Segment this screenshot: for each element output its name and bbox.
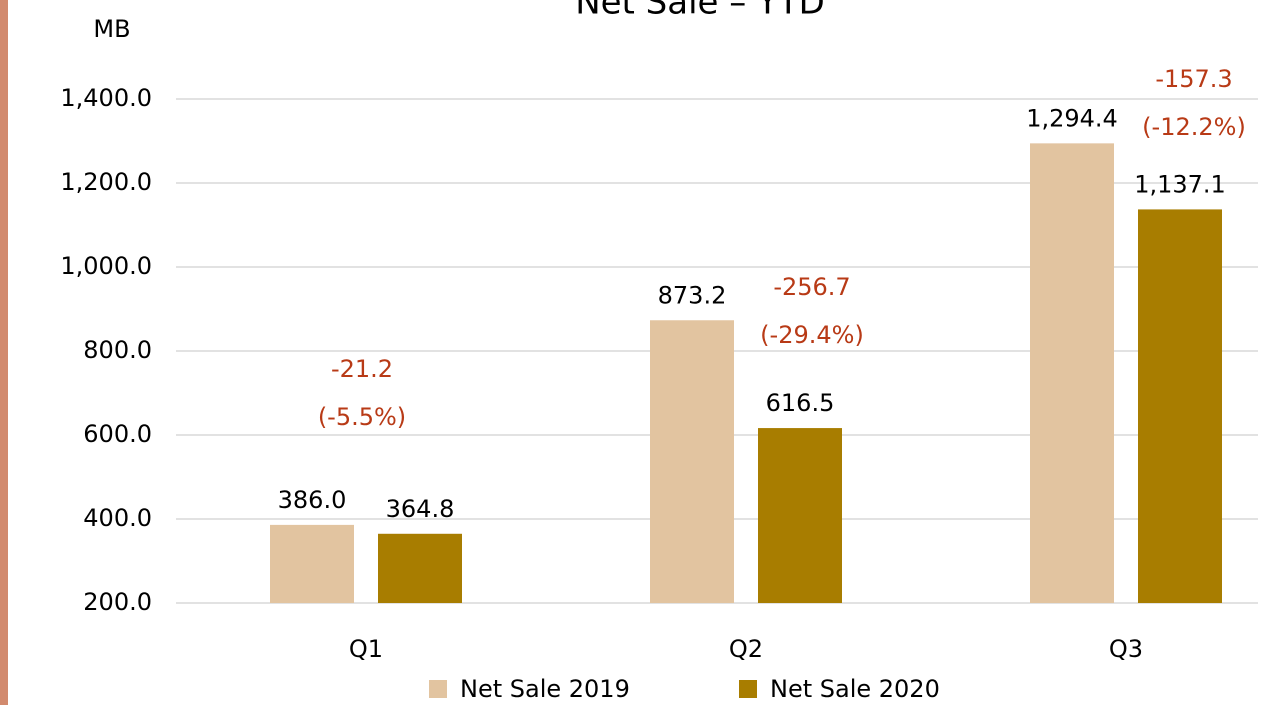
y-tick-label: 400.0 [83,504,152,532]
annotation: -157.3 [1155,65,1232,93]
x-tick-label: Q3 [1109,635,1143,663]
bar [270,524,354,603]
y-tick-label: 600.0 [83,420,152,448]
legend-label: Net Sale 2020 [770,675,940,703]
annotation: (-29.4%) [760,321,864,349]
value-label: 873.2 [658,281,727,309]
value-label: 616.5 [766,389,835,417]
value-label: 364.8 [386,495,455,523]
legend-swatch [429,680,447,698]
annotation: (-12.2%) [1142,113,1246,141]
chart-title: Net Sale – YTD [575,0,825,23]
bar [1138,209,1222,603]
bar [1030,143,1114,604]
legend-swatch [739,680,757,698]
y-tick-label: 800.0 [83,336,152,364]
x-tick-label: Q1 [349,635,383,663]
value-label: 1,294.4 [1026,104,1118,132]
value-label: 386.0 [278,486,347,514]
annotation: -21.2 [331,355,393,383]
bar [378,533,462,603]
y-tick-label: 1,000.0 [60,252,152,280]
x-tick-label: Q2 [729,635,763,663]
edge-strip [0,0,8,705]
y-tick-label: 1,400.0 [60,84,152,112]
y-tick-label: 1,200.0 [60,168,152,196]
annotation: -256.7 [773,273,850,301]
y-tick-label: 200.0 [83,588,152,616]
annotation: (-5.5%) [318,403,406,431]
bar [650,320,734,603]
legend-label: Net Sale 2019 [460,675,630,703]
bar [758,428,842,603]
value-label: 1,137.1 [1134,170,1226,198]
y-axis-label: MB [93,15,130,43]
